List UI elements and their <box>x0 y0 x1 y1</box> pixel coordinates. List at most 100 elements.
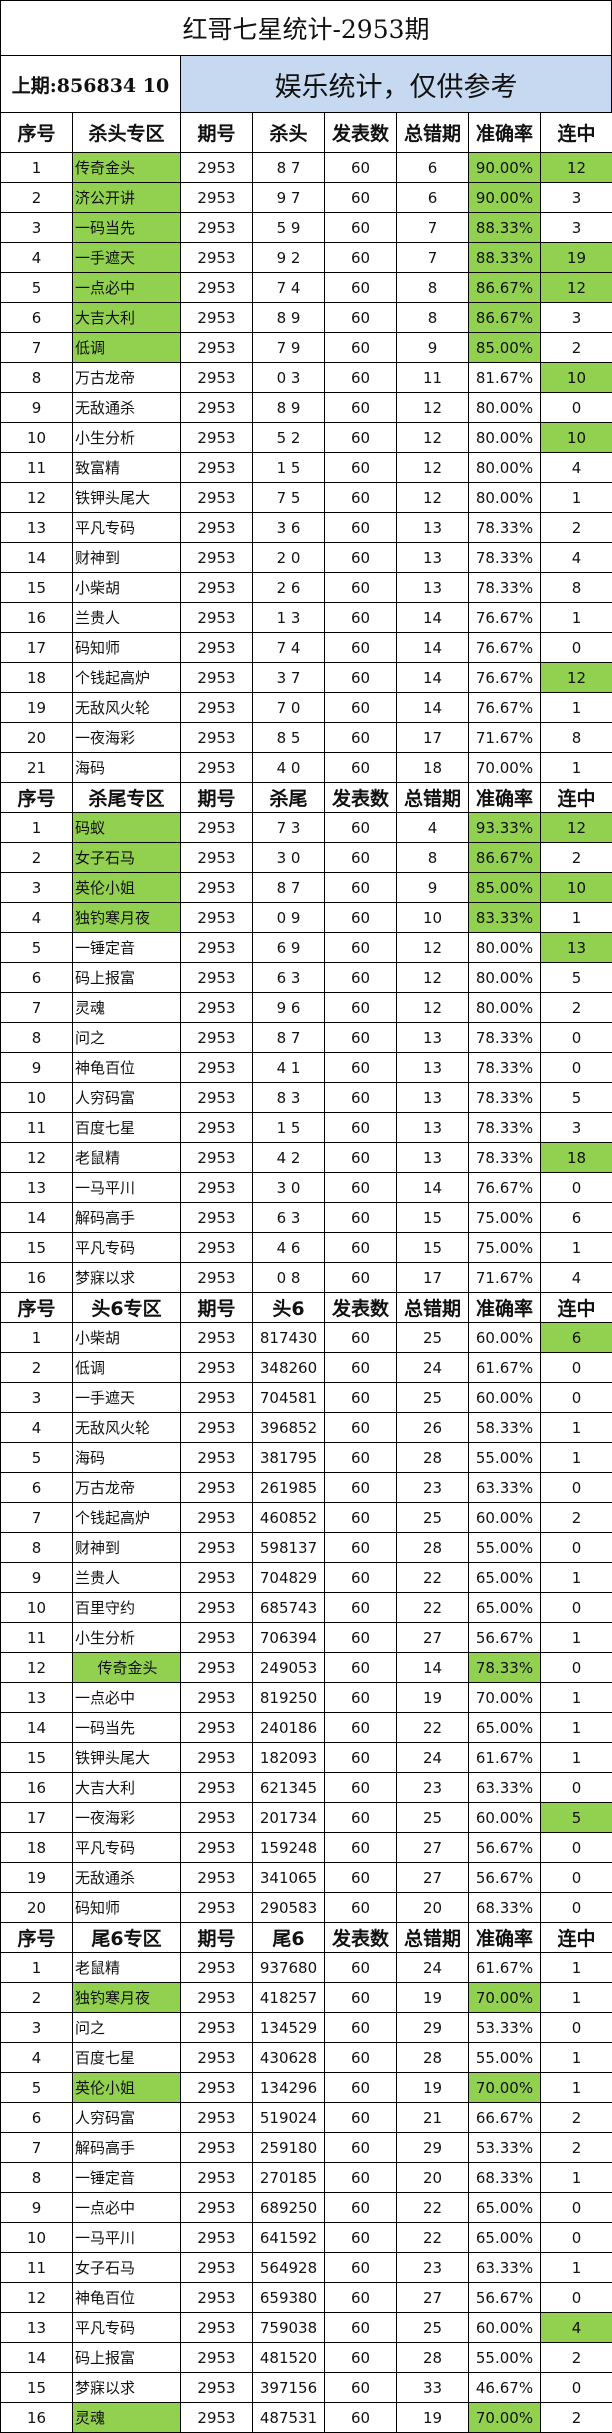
cell-streak: 10 <box>541 873 612 903</box>
cell-seq: 2 <box>1 1983 73 2013</box>
cell-code: 396852 <box>253 1413 325 1443</box>
cell-count: 60 <box>325 903 397 933</box>
column-header-errors: 总错期 <box>397 783 469 813</box>
cell-acc: 53.33% <box>469 2013 541 2043</box>
cell-count: 60 <box>325 2163 397 2193</box>
cell-name: 小柴胡 <box>73 573 181 603</box>
column-header-acc: 准确率 <box>469 1293 541 1323</box>
cell-name: 万古龙帝 <box>73 1473 181 1503</box>
cell-count: 60 <box>325 1263 397 1293</box>
column-header-code: 尾6 <box>253 1923 325 1953</box>
column-header-period: 期号 <box>181 113 253 153</box>
cell-acc: 56.67% <box>469 1623 541 1653</box>
cell-period: 2953 <box>181 2073 253 2103</box>
cell-acc: 60.00% <box>469 1323 541 1353</box>
cell-streak: 1 <box>541 1413 612 1443</box>
cell-seq: 20 <box>1 723 73 753</box>
cell-acc: 78.33% <box>469 543 541 573</box>
cell-code: 8 7 <box>253 153 325 183</box>
cell-acc: 80.00% <box>469 963 541 993</box>
cell-seq: 16 <box>1 1773 73 1803</box>
cell-acc: 78.33% <box>469 1053 541 1083</box>
cell-code: 598137 <box>253 1533 325 1563</box>
cell-acc: 80.00% <box>469 933 541 963</box>
cell-errors: 29 <box>397 2133 469 2163</box>
cell-count: 60 <box>325 213 397 243</box>
cell-streak: 2 <box>541 2343 612 2373</box>
cell-errors: 13 <box>397 1083 469 1113</box>
cell-count: 60 <box>325 633 397 663</box>
column-header-acc: 准确率 <box>469 113 541 153</box>
cell-streak: 0 <box>541 633 612 663</box>
cell-name: 问之 <box>73 1023 181 1053</box>
cell-code: 621345 <box>253 1773 325 1803</box>
cell-streak: 0 <box>541 1893 612 1923</box>
cell-errors: 14 <box>397 1653 469 1683</box>
cell-name: 一点必中 <box>73 273 181 303</box>
cell-code: 381795 <box>253 1443 325 1473</box>
cell-count: 60 <box>325 2343 397 2373</box>
cell-acc: 58.33% <box>469 1413 541 1443</box>
cell-name: 一点必中 <box>73 1683 181 1713</box>
cell-period: 2953 <box>181 1233 253 1263</box>
cell-period: 2953 <box>181 663 253 693</box>
cell-errors: 23 <box>397 1473 469 1503</box>
cell-period: 2953 <box>181 1413 253 1443</box>
cell-period: 2953 <box>181 2343 253 2373</box>
cell-period: 2953 <box>181 453 253 483</box>
cell-code: 564928 <box>253 2253 325 2283</box>
cell-acc: 80.00% <box>469 423 541 453</box>
cell-acc: 86.67% <box>469 273 541 303</box>
cell-name: 女子石马 <box>73 2253 181 2283</box>
cell-streak: 3 <box>541 213 612 243</box>
cell-errors: 13 <box>397 543 469 573</box>
cell-seq: 17 <box>1 1803 73 1833</box>
cell-streak: 4 <box>541 453 612 483</box>
cell-code: 3 6 <box>253 513 325 543</box>
cell-name: 传奇金头 <box>73 1653 181 1683</box>
cell-count: 60 <box>325 333 397 363</box>
cell-errors: 22 <box>397 2223 469 2253</box>
column-header-count: 发表数 <box>325 783 397 813</box>
cell-streak: 0 <box>541 1053 612 1083</box>
cell-seq: 7 <box>1 993 73 1023</box>
cell-errors: 10 <box>397 903 469 933</box>
cell-acc: 71.67% <box>469 1263 541 1293</box>
cell-streak: 12 <box>541 813 612 843</box>
cell-period: 2953 <box>181 2313 253 2343</box>
cell-period: 2953 <box>181 1383 253 1413</box>
cell-errors: 19 <box>397 2073 469 2103</box>
cell-streak: 19 <box>541 243 612 273</box>
cell-errors: 23 <box>397 1773 469 1803</box>
cell-streak: 0 <box>541 2223 612 2253</box>
cell-streak: 13 <box>541 933 612 963</box>
cell-period: 2953 <box>181 303 253 333</box>
cell-errors: 12 <box>397 423 469 453</box>
cell-period: 2953 <box>181 1053 253 1083</box>
cell-period: 2953 <box>181 1353 253 1383</box>
cell-seq: 12 <box>1 2283 73 2313</box>
info-bar: 上期:856834 10 娱乐统计，仅供参考 <box>0 56 612 112</box>
cell-count: 60 <box>325 2253 397 2283</box>
cell-streak: 0 <box>541 1863 612 1893</box>
cell-count: 60 <box>325 543 397 573</box>
cell-errors: 27 <box>397 2283 469 2313</box>
cell-errors: 12 <box>397 483 469 513</box>
cell-count: 60 <box>325 183 397 213</box>
cell-acc: 63.33% <box>469 2253 541 2283</box>
cell-name: 铁钾头尾大 <box>73 1743 181 1773</box>
cell-name: 码蚁 <box>73 813 181 843</box>
